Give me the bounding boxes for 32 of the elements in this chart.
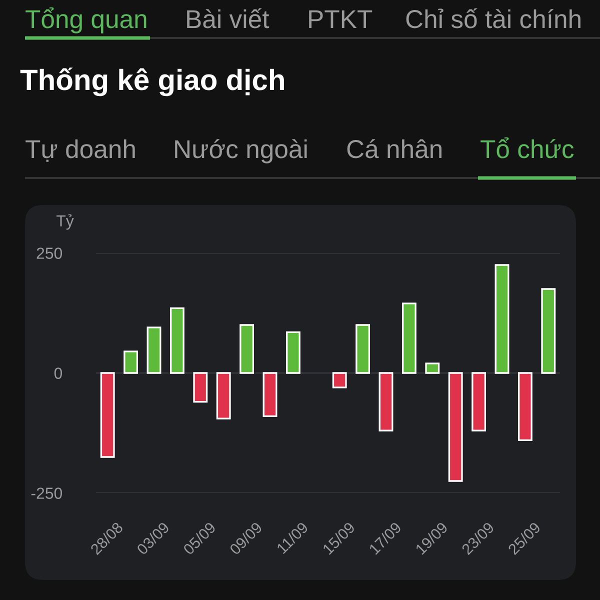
- bar: [146, 326, 162, 374]
- bar: [262, 372, 278, 418]
- bar: [518, 372, 532, 442]
- bar: [378, 372, 394, 432]
- text: Nước ngoài: [175, 139, 307, 164]
- bar: [193, 372, 208, 403]
- bar: [216, 372, 231, 420]
- bar: [332, 372, 347, 388]
- bar: [402, 302, 416, 374]
- text: PTKT: [309, 10, 372, 28]
- y-tick-label: -250: [31, 488, 62, 499]
- bar: [494, 264, 510, 374]
- bar: [425, 362, 440, 374]
- bar: [240, 324, 254, 374]
- bar: [541, 288, 556, 374]
- text: Tổng quan: [26, 7, 146, 34]
- bar: [170, 307, 184, 374]
- bar: [448, 372, 463, 482]
- y-tick-label: 0: [54, 368, 62, 379]
- text: Tổ chức: [480, 137, 574, 158]
- text: Chỉ số tài chính: [406, 8, 580, 28]
- y-axis-title: Tỷ: [56, 214, 74, 230]
- y-tick-label: 250: [36, 248, 62, 259]
- bar: [286, 331, 300, 374]
- text: Tự doanh: [26, 139, 135, 162]
- bar: [472, 372, 486, 432]
- text: Cá nhân: [347, 139, 442, 158]
- bar: [100, 372, 115, 458]
- bar: [356, 324, 370, 374]
- text: Bài viết: [187, 8, 270, 28]
- bar: [124, 350, 138, 374]
- chart-title: Thống kê giao dịch: [20, 68, 284, 96]
